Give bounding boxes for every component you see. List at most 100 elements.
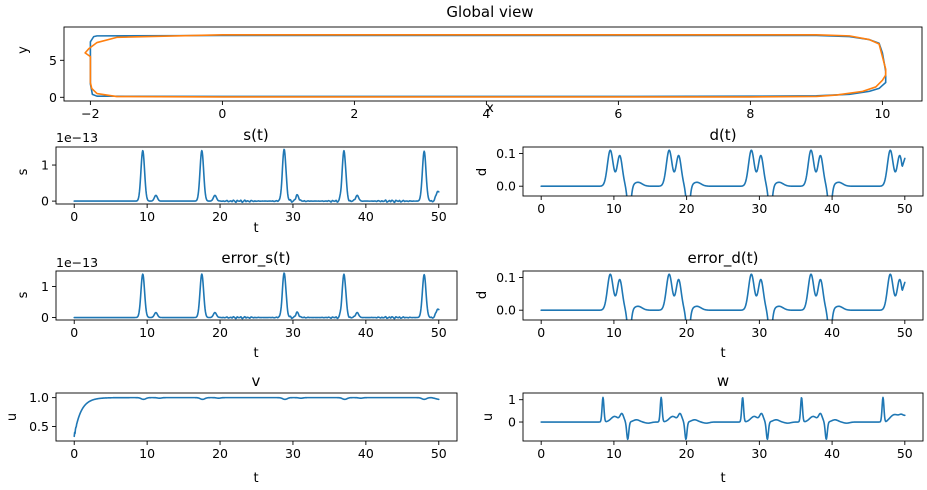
offset-s: 1e−13 [56, 130, 98, 145]
axes-frame-error_s [55, 270, 458, 321]
y-tick-label-error_s: 0 [41, 310, 49, 325]
x-tick-label-global: −2 [81, 106, 99, 121]
x-tick-label-v: 50 [431, 446, 447, 461]
xlabel-v: t [253, 471, 258, 486]
panel-global: Global view x y −2 0 2 4 6 8 10 0 5 [16, 3, 923, 121]
x-tick-label-w: 10 [606, 446, 622, 461]
y-tick-label-d: 0.0 [496, 179, 516, 194]
title-global: Global view [446, 3, 533, 21]
ylabel-global: y [16, 46, 31, 54]
panel-error-s: error_s(t) 1e−13 t s 0 10 20 30 40 50 0 1 [16, 249, 458, 361]
y-tick-label-error_d: 0.0 [496, 303, 516, 318]
y-tick-label-w: 0 [508, 415, 516, 430]
axes-frame-w [522, 392, 924, 442]
x-tick-label-s: 0 [70, 209, 78, 224]
series-line-global-2 [84, 33, 887, 98]
y-tick-label-s: 0 [41, 194, 49, 209]
x-tick-label-error_s: 20 [212, 325, 228, 340]
x-tick-label-error_s: 0 [70, 325, 78, 340]
ylabel-w: u [481, 413, 496, 421]
x-tick-label-v: 10 [139, 446, 155, 461]
y-tick-label-error_s: 1 [41, 279, 49, 294]
ylabel-error-s: s [16, 291, 31, 298]
x-tick-label-s: 30 [285, 209, 301, 224]
x-tick-label-w: 30 [751, 446, 767, 461]
y-tick-label-s: 1 [41, 158, 49, 173]
x-tick-label-s: 50 [431, 209, 447, 224]
y-tick-label-w: 1 [508, 392, 516, 407]
x-tick-label-error_s: 10 [139, 325, 155, 340]
x-tick-label-global: 8 [746, 106, 754, 121]
x-tick-label-error_s: 40 [358, 325, 374, 340]
x-tick-label-v: 30 [285, 446, 301, 461]
axes-frame-global [63, 26, 923, 102]
ylabel-d: d [475, 168, 490, 176]
y-tick-label-v: 1.0 [29, 390, 49, 405]
x-tick-label-error_d: 0 [537, 325, 545, 340]
series-line-s-1 [73, 148, 440, 204]
y-tick-label-error_d: 0.1 [496, 270, 516, 285]
x-tick-label-v: 40 [358, 446, 374, 461]
series-line-v-1 [73, 396, 440, 438]
x-tick-label-w: 50 [897, 446, 913, 461]
axes-frame-error_d [522, 270, 924, 321]
x-tick-label-d: 10 [606, 201, 622, 216]
x-tick-label-error_d: 50 [897, 325, 913, 340]
x-tick-label-error_d: 20 [679, 325, 695, 340]
axes-frame-s [55, 146, 458, 205]
x-tick-label-global: 10 [874, 106, 890, 121]
x-tick-label-v: 20 [212, 446, 228, 461]
x-tick-label-d: 0 [537, 201, 545, 216]
title-v: v [252, 372, 261, 390]
x-tick-label-s: 10 [139, 209, 155, 224]
x-tick-label-error_d: 10 [606, 325, 622, 340]
title-error-s: error_s(t) [221, 249, 290, 268]
x-tick-label-global: 2 [350, 106, 358, 121]
x-tick-label-d: 40 [824, 201, 840, 216]
x-tick-label-d: 50 [897, 201, 913, 216]
x-tick-label-global: 0 [218, 106, 226, 121]
ylabel-error-d: d [475, 291, 490, 299]
x-tick-label-error_d: 40 [824, 325, 840, 340]
panel-v: v t u 0 10 20 30 40 50 0.5 1.0 [5, 372, 458, 486]
x-tick-label-error_s: 30 [285, 325, 301, 340]
panel-w: w t u 0 10 20 30 40 50 0 1 [481, 372, 924, 486]
y-tick-label-v: 0.5 [29, 419, 49, 434]
series-line-d-1 [540, 149, 906, 196]
x-tick-label-v: 0 [70, 446, 78, 461]
xlabel-global: x [486, 101, 494, 116]
xlabel-s: t [253, 221, 258, 236]
panel-error-d: error_d(t) t d 0 10 20 30 40 50 0.0 0.1 [475, 249, 924, 361]
title-s: s(t) [243, 126, 268, 144]
x-tick-label-global: 6 [614, 106, 622, 121]
y-tick-label-global: 5 [49, 53, 57, 68]
panel-s: s(t) 1e−13 t s 0 10 20 30 40 50 0 1 [16, 126, 458, 236]
x-tick-label-s: 20 [212, 209, 228, 224]
x-tick-label-error_s: 50 [431, 325, 447, 340]
offset-error-s: 1e−13 [56, 255, 98, 270]
series-line-error_d-1 [540, 273, 906, 320]
title-d: d(t) [709, 126, 736, 144]
axes-frame-d [522, 146, 924, 197]
xlabel-error-d: t [720, 346, 725, 361]
ylabel-v: u [5, 413, 20, 421]
title-w: w [717, 372, 729, 390]
x-tick-label-s: 40 [358, 209, 374, 224]
xlabel-error-s: t [253, 346, 258, 361]
ylabel-s: s [16, 168, 31, 175]
series-line-global-1 [89, 34, 887, 98]
x-tick-label-error_d: 30 [751, 325, 767, 340]
x-tick-label-d: 20 [679, 201, 695, 216]
x-tick-label-d: 30 [751, 201, 767, 216]
x-tick-label-w: 20 [679, 446, 695, 461]
title-error-d: error_d(t) [688, 249, 759, 268]
series-line-error_s-1 [73, 272, 440, 320]
y-tick-label-d: 0.1 [496, 146, 516, 161]
x-tick-label-w: 0 [537, 446, 545, 461]
axes-frame-v [55, 392, 458, 442]
series-line-w-1 [540, 396, 906, 441]
xlabel-w: t [720, 471, 725, 486]
x-tick-label-w: 40 [824, 446, 840, 461]
y-tick-label-global: 0 [49, 90, 57, 105]
